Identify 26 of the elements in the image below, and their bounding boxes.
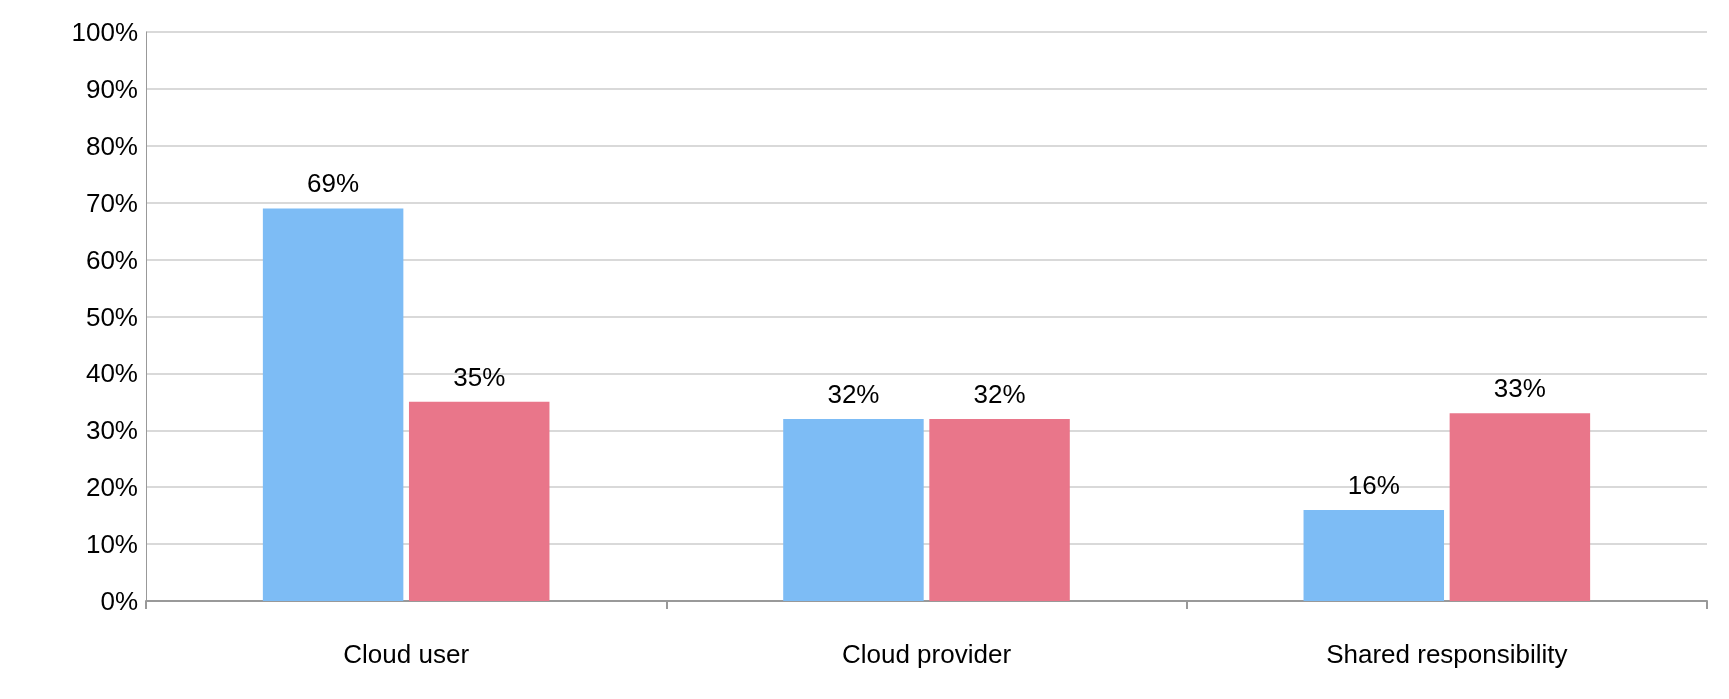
y-tick-label: 0% (100, 586, 138, 616)
y-tick-label: 40% (85, 358, 138, 389)
y-tick-label: 20% (85, 472, 138, 503)
data-label: 33% (1493, 373, 1546, 404)
y-tick-label: 90% (85, 73, 138, 104)
bar (1449, 413, 1591, 601)
x-tick-label: Cloud provider (841, 639, 1012, 669)
data-label: 35% (453, 361, 506, 392)
x-tick-label: Shared responsibility (1326, 639, 1568, 669)
y-tick-label: 80% (85, 130, 138, 161)
data-label: 32% (827, 378, 880, 409)
y-tick-label: 100% (71, 17, 138, 47)
data-label: 16% (1347, 469, 1400, 500)
data-label: 32% (973, 378, 1026, 409)
y-tick-label: 60% (85, 244, 138, 275)
x-tick-label: Cloud user (343, 639, 470, 669)
bar (1303, 509, 1445, 601)
data-label: 69% (307, 168, 360, 199)
y-tick-label: 50% (85, 301, 138, 332)
bar (783, 418, 924, 601)
y-tick-label: 30% (85, 415, 138, 446)
bar (408, 401, 550, 601)
y-tick-label: 70% (85, 187, 138, 218)
bar (929, 418, 1070, 601)
bar (262, 208, 404, 601)
y-tick-label: 10% (85, 529, 138, 560)
